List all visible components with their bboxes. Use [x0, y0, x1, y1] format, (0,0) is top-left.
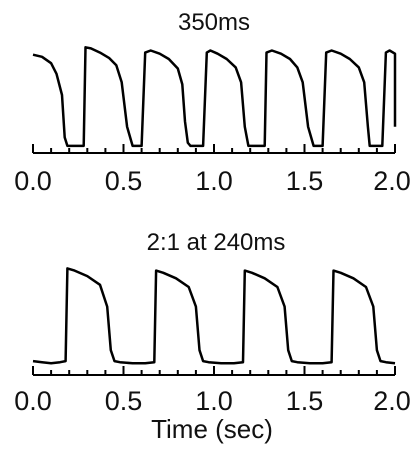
tick-label: 0.0 — [14, 386, 52, 416]
tick-label: 1.5 — [286, 166, 324, 196]
tick-label: 1.0 — [195, 386, 233, 416]
tick-label: 1.5 — [286, 386, 324, 416]
x-axis — [32, 366, 396, 376]
panel-350ms: 350ms 0.0 0.5 1.0 1.5 2.0 — [14, 9, 411, 196]
series-line — [32, 46, 397, 148]
tick-label: 2.0 — [373, 386, 411, 416]
x-axis — [32, 144, 396, 154]
panel-2-1-at-240ms: 2:1 at 240ms 0.0 0.5 1.0 1.5 2.0 Time (s… — [14, 229, 411, 444]
tick-label: 2.0 — [373, 166, 411, 196]
series-line — [32, 267, 396, 365]
tick-labels: 0.0 0.5 1.0 1.5 2.0 — [14, 166, 411, 196]
tick-labels: 0.0 0.5 1.0 1.5 2.0 — [14, 386, 411, 416]
tick-label: 0.0 — [14, 166, 52, 196]
tick-label: 0.5 — [105, 166, 143, 196]
tick-label: 1.0 — [195, 166, 233, 196]
panel-title: 2:1 at 240ms — [147, 229, 286, 256]
x-axis-label: Time (sec) — [151, 414, 273, 444]
panel-title: 350ms — [178, 9, 250, 36]
tick-label: 0.5 — [105, 386, 143, 416]
